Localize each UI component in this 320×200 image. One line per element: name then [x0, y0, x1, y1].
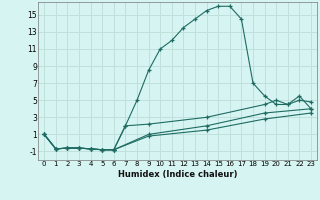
X-axis label: Humidex (Indice chaleur): Humidex (Indice chaleur) [118, 170, 237, 179]
